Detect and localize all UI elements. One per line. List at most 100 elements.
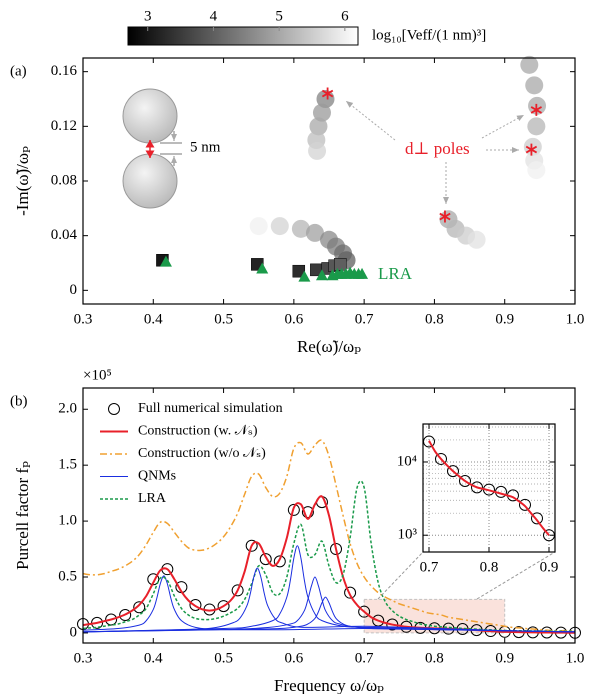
x-tick-label: 0.6 xyxy=(284,650,303,666)
x-tick-label: 0.8 xyxy=(425,311,444,327)
trail-point xyxy=(249,217,268,236)
simulation-point xyxy=(231,584,244,597)
x-tick-label: 0.4 xyxy=(144,650,163,666)
colorbar-label: log₁₀[Veff/(1 nm)³] xyxy=(372,27,486,43)
qnm-marker xyxy=(333,258,347,271)
y-axis-label: Purcell factor fₚ xyxy=(13,461,32,570)
colorbar xyxy=(127,26,359,46)
x-tick-label: 0.5 xyxy=(214,311,233,327)
dimer-icon xyxy=(122,88,182,209)
simulation-point xyxy=(435,452,447,465)
y-tick-label: 10³ xyxy=(398,527,418,543)
simulation-point xyxy=(273,555,286,568)
connector xyxy=(476,551,556,600)
trail-point xyxy=(308,141,327,160)
x-tick-label: 0.7 xyxy=(420,559,439,575)
simulation-point xyxy=(189,598,202,611)
simulation-point xyxy=(105,613,118,626)
sphere xyxy=(122,153,178,209)
trail-point xyxy=(527,117,546,136)
colorbar-tick-label: 3 xyxy=(144,8,152,24)
x-tick-label: 1.0 xyxy=(566,311,585,327)
lra-marker xyxy=(159,255,172,267)
x-tick-label: 0.3 xyxy=(74,650,93,666)
x-tick-label: 0.9 xyxy=(495,650,514,666)
panel-a: 0.3 0.4 0.5 0.6 0.7 0.8 0.9 1.0 0 0.04 0.08 0.12 0.1… xyxy=(10,8,584,355)
x-tick-label: 0.9 xyxy=(540,559,559,575)
lra-marker xyxy=(315,269,328,281)
colorbar-tick-label: 5 xyxy=(275,8,283,24)
x-tick-label: 0.8 xyxy=(425,650,444,666)
x-tick-label: 1.0 xyxy=(566,650,585,666)
inset: 0.7 0.8 0.9 10³ 10⁴ xyxy=(397,423,559,575)
y-tick-label: 1.5 xyxy=(58,457,77,473)
pole-marker xyxy=(439,210,451,223)
pole-marker xyxy=(321,87,334,100)
series-line xyxy=(82,567,576,633)
simulation-point xyxy=(519,498,531,511)
colorbar-tick-label: 4 xyxy=(210,8,218,24)
legend-symbol xyxy=(108,403,120,415)
y-tick-label: 10⁴ xyxy=(397,453,417,469)
inset-frame xyxy=(422,423,556,553)
series-line xyxy=(82,439,576,633)
plot-frame xyxy=(82,57,576,305)
trail-point xyxy=(270,217,289,236)
y-tick-label: 0 xyxy=(70,624,78,640)
annotation: LRA xyxy=(378,264,413,283)
x-axis-label: Re(ω̃)/ωₚ xyxy=(297,337,361,356)
legend-label: QNMs xyxy=(138,469,176,484)
series-line xyxy=(82,480,575,633)
sphere xyxy=(122,88,178,144)
pole-marker xyxy=(525,143,538,156)
trail-point xyxy=(467,230,486,249)
y-tick-label: 0.08 xyxy=(51,172,77,188)
simulation-point xyxy=(531,512,543,525)
panel-label: (a) xyxy=(10,63,27,79)
panel-b: 0.3 0.4 0.5 0.6 0.7 0.8 0.9 1.0 0 0.5 1.0 1.5 2.0 Fre… xyxy=(10,367,584,694)
simulation-point xyxy=(358,605,371,618)
series-line xyxy=(82,576,576,633)
panel-label: (b) xyxy=(10,393,28,409)
simulation-point xyxy=(471,481,483,494)
x-axis-label: Frequency ω/ωₚ xyxy=(274,676,384,694)
x-tick-label: 0.3 xyxy=(74,311,93,327)
inset-connectors xyxy=(377,551,556,600)
pole-arrows xyxy=(345,100,525,204)
y-axis-label: -Im(ω̃)/ωₚ xyxy=(13,146,32,216)
trail-point xyxy=(305,223,324,242)
legend-label: Construction (w/o 𝒩ₛ) xyxy=(138,446,266,461)
annotation: 5 nm xyxy=(190,139,221,155)
y-tick-label: 0 xyxy=(70,282,78,298)
x-tick-label: 0.7 xyxy=(355,650,374,666)
trail-point xyxy=(527,161,546,180)
lra-marker xyxy=(298,270,311,282)
simulation-point xyxy=(459,474,471,487)
simulation-point xyxy=(287,503,300,516)
simulation-point xyxy=(217,600,230,613)
colorbar-tick-label: 6 xyxy=(341,8,349,24)
lra-marker xyxy=(256,262,269,274)
connector xyxy=(377,551,424,600)
trail-point xyxy=(520,55,539,74)
y-tick-label: 1.0 xyxy=(58,513,77,529)
x-tick-label: 0.9 xyxy=(495,311,514,327)
series-line xyxy=(82,495,576,634)
trail-point xyxy=(309,117,328,136)
y-tick-label: 0.12 xyxy=(51,118,77,134)
x-tick-label: 0.7 xyxy=(355,311,374,327)
y-tick-label: 2.0 xyxy=(58,401,77,417)
plot-frame xyxy=(82,387,576,644)
trail-point xyxy=(291,219,310,238)
axis-multiplier: ×10⁵ xyxy=(83,367,112,383)
x-tick-label: 0.4 xyxy=(144,311,163,327)
legend-label: Full numerical simulation xyxy=(138,401,283,416)
qnm-marker xyxy=(292,264,306,278)
simulation-point xyxy=(344,586,357,599)
legend-label: Construction (w. 𝒩ₛ) xyxy=(138,424,258,439)
y-tick-label: 0.5 xyxy=(58,568,77,584)
simulation-point xyxy=(447,465,459,478)
pole-arrow xyxy=(481,114,525,139)
series-line xyxy=(428,440,550,536)
